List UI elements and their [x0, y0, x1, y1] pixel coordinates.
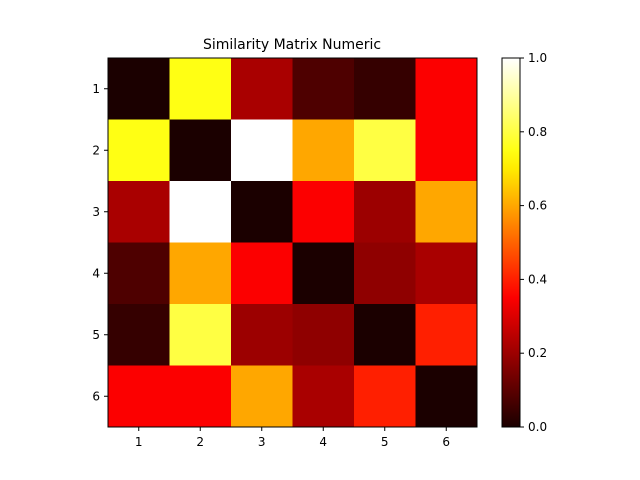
heatmap-cells: [108, 58, 478, 428]
y-tick-label: 1: [92, 82, 100, 96]
x-axis: 1 2 3 4 5 6: [135, 427, 450, 449]
heatmap-cell: [292, 242, 355, 305]
heatmap-cell: [292, 181, 355, 243]
y-tick-label: 3: [92, 205, 100, 219]
x-tick-label: 5: [381, 435, 389, 449]
x-tick-label: 6: [442, 435, 450, 449]
colorbar-tick-label: 0.0: [528, 420, 547, 434]
heatmap-cell: [169, 58, 232, 120]
heatmap-cell: [415, 242, 478, 305]
colorbar-axis: 0.0 0.2 0.4 0.6 0.8 1.0: [520, 51, 547, 434]
heatmap-cell: [354, 58, 416, 120]
heatmap-cell: [292, 304, 355, 366]
heatmap-cell: [292, 365, 355, 428]
heatmap-cell: [169, 304, 232, 366]
y-tick-label: 5: [92, 328, 100, 342]
heatmap-cell: [354, 304, 416, 366]
heatmap-cell: [354, 119, 416, 182]
heatmap-cell: [231, 242, 293, 305]
y-tick-label: 2: [92, 143, 100, 157]
heatmap-cell: [108, 119, 170, 182]
heatmap-cell: [231, 119, 293, 182]
y-tick-label: 4: [92, 266, 100, 280]
chart-title: Similarity Matrix Numeric: [203, 37, 381, 53]
heatmap-cell: [415, 365, 478, 428]
y-axis: 1 2 3 4 5 6: [92, 82, 108, 403]
heatmap-cell: [415, 181, 478, 243]
heatmap-cell: [292, 58, 355, 120]
x-tick-label: 1: [135, 435, 143, 449]
heatmap-cell: [108, 365, 170, 428]
colorbar: [501, 57, 521, 428]
heatmap-cell: [231, 365, 293, 428]
x-tick-label: 3: [258, 435, 266, 449]
heatmap-cell: [415, 119, 478, 182]
colorbar-tick-label: 0.4: [528, 272, 547, 286]
x-tick-label: 4: [319, 435, 327, 449]
heatmap-cell: [108, 242, 170, 305]
plot-frame: [107, 57, 478, 428]
heatmap-cell: [108, 58, 170, 120]
colorbar-tick-label: 1.0: [528, 51, 547, 65]
heatmap-cell: [231, 58, 293, 120]
heatmap-cell: [169, 242, 232, 305]
heatmap-cell: [108, 181, 170, 243]
heatmap-cell: [415, 58, 478, 120]
heatmap-cell: [231, 181, 293, 243]
heatmap-cell: [169, 119, 232, 182]
heatmap-cell: [292, 119, 355, 182]
heatmap-cell: [169, 365, 232, 428]
x-tick-label: 2: [196, 435, 204, 449]
heatmap-cell: [415, 304, 478, 366]
heatmap-cell: [231, 304, 293, 366]
heatmap-cell: [354, 365, 416, 428]
heatmap-cell: [169, 181, 232, 243]
colorbar-tick-label: 0.2: [528, 346, 547, 360]
heatmap-cell: [108, 304, 170, 366]
heatmap-cell: [354, 242, 416, 305]
colorbar-tick-label: 0.6: [528, 199, 547, 213]
colorbar-tick-label: 0.8: [528, 125, 547, 139]
y-tick-label: 6: [92, 389, 100, 403]
heatmap-cell: [354, 181, 416, 243]
